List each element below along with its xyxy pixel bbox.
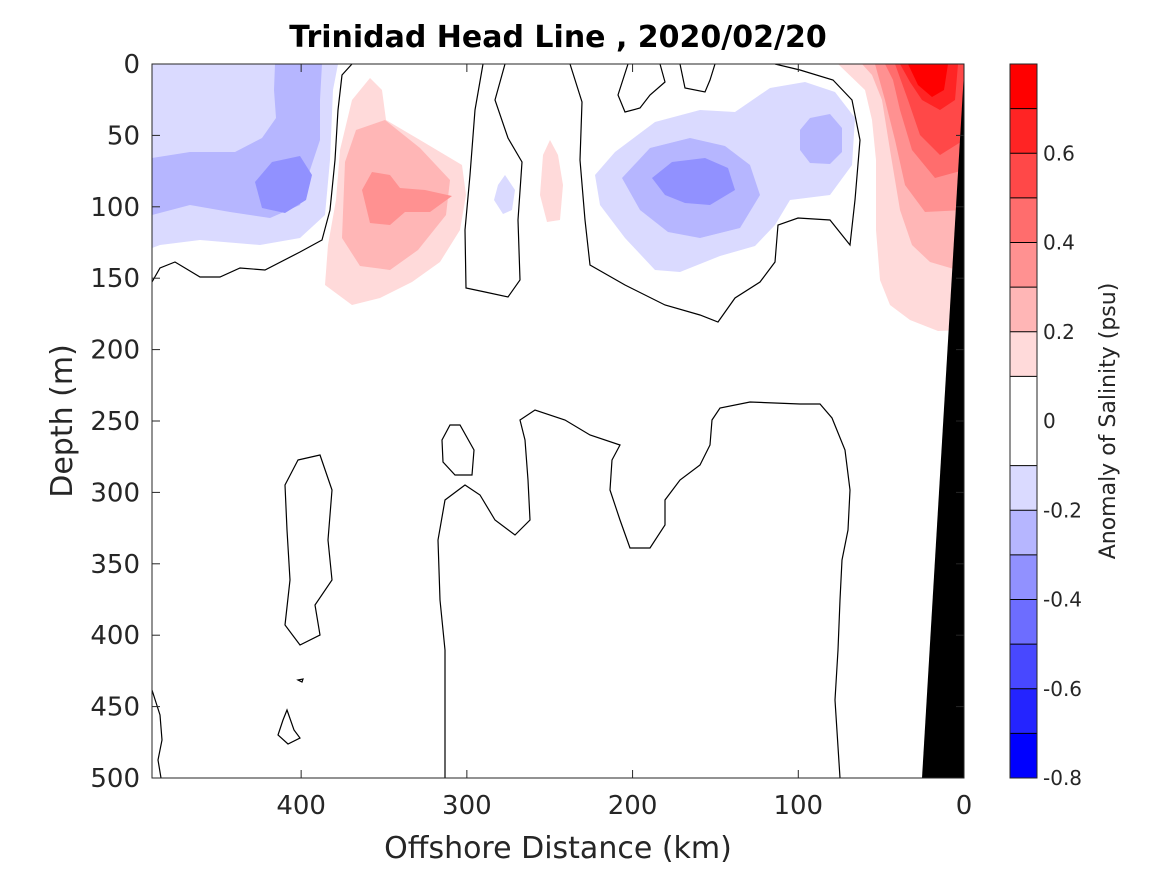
fresh-region-60km-core — [800, 114, 842, 164]
fresh-region-170km-core — [652, 158, 735, 205]
y-tick-label: 450 — [90, 693, 140, 723]
contour-fill-layer — [152, 64, 964, 331]
y-tick-label: 200 — [90, 336, 140, 366]
saline-region-350km-core — [362, 172, 452, 225]
colorbar-tick-label: -0.2 — [1043, 498, 1082, 522]
colorbar-tick-label: -0.6 — [1043, 677, 1082, 701]
colorbar-segment — [1010, 108, 1037, 154]
zero-contour-lines — [152, 64, 861, 778]
y-axis-label: Depth (m) — [45, 344, 80, 498]
colorbar-segment — [1010, 376, 1037, 466]
zero-contour-small-top-1 — [617, 64, 666, 113]
y-tick-label: 400 — [90, 621, 140, 651]
zero-contour-small-top-2 — [679, 64, 716, 93]
zero-contour-dot-400km — [296, 678, 304, 683]
colorbar-segment — [1010, 331, 1037, 377]
colorbar-tick-label: 0 — [1043, 409, 1056, 433]
colorbar-tick-label: 0.6 — [1043, 141, 1075, 165]
fresh-region-offshore-core — [255, 156, 312, 213]
y-tick-label: 250 — [90, 407, 140, 437]
colorbar-label: Anomaly of Salinity (psu) — [1096, 283, 1121, 560]
fresh-blob-270km — [494, 175, 515, 214]
chart-title: Trinidad Head Line , 2020/02/20 — [289, 20, 826, 55]
y-axis: 0 50 100 150 200 250 300 350 400 450 500 — [90, 50, 964, 794]
zero-contour-280km — [464, 64, 523, 298]
colorbar-segment — [1010, 644, 1037, 689]
colorbar-segment — [1010, 599, 1037, 645]
x-tick-label: 200 — [608, 791, 658, 821]
saline-blob-250km — [540, 140, 563, 222]
y-tick-label: 100 — [90, 193, 140, 223]
zero-contour-loop-410km — [277, 708, 301, 745]
colorbar-segment — [1010, 554, 1037, 600]
zero-contour-offshore — [152, 64, 353, 283]
colorbar-tick-label: -0.8 — [1043, 766, 1082, 790]
x-tick-label: 400 — [276, 791, 326, 821]
x-tick-label: 100 — [773, 791, 823, 821]
colorbar-segment — [1010, 153, 1037, 198]
colorbar-segment — [1010, 688, 1037, 734]
x-tick-label: 300 — [442, 791, 492, 821]
y-tick-label: 150 — [90, 264, 140, 294]
x-tick-label: 0 — [956, 791, 973, 821]
y-tick-label: 0 — [123, 50, 140, 80]
x-axis: 400 300 200 100 0 — [276, 64, 972, 821]
colorbar-segment — [1010, 733, 1037, 778]
colorbar-frame — [1009, 63, 1038, 779]
seafloor-bathymetry-mask — [922, 72, 964, 778]
zero-contour-loop-270km — [441, 424, 475, 476]
y-tick-label: 50 — [107, 121, 140, 151]
colorbar-tick-label: 0.2 — [1043, 320, 1075, 344]
zero-contour-loop-400km — [284, 454, 333, 646]
colorbar-segment — [1010, 64, 1037, 109]
saline-region-nearshore-l7 — [908, 64, 948, 97]
y-tick-label: 350 — [90, 550, 140, 580]
colorbar-tick-label: -0.4 — [1043, 588, 1082, 612]
y-tick-label: 300 — [90, 478, 140, 508]
x-axis-label: Offshore Distance (km) — [384, 831, 732, 866]
colorbar-segment — [1010, 465, 1037, 511]
y-tick-label: 500 — [90, 764, 140, 794]
colorbar: 0.6 0.4 0.2 0 -0.2 -0.4 -0.6 -0.8 — [1009, 63, 1082, 790]
zero-contour-deep-1 — [437, 401, 851, 778]
colorbar-tick-label: 0.4 — [1043, 231, 1075, 255]
colorbar-segment — [1010, 287, 1037, 332]
colorbar-segment — [1010, 197, 1037, 243]
colorbar-segment — [1010, 510, 1037, 555]
colorbar-segment — [1010, 242, 1037, 288]
zero-contour-230km — [569, 64, 861, 323]
